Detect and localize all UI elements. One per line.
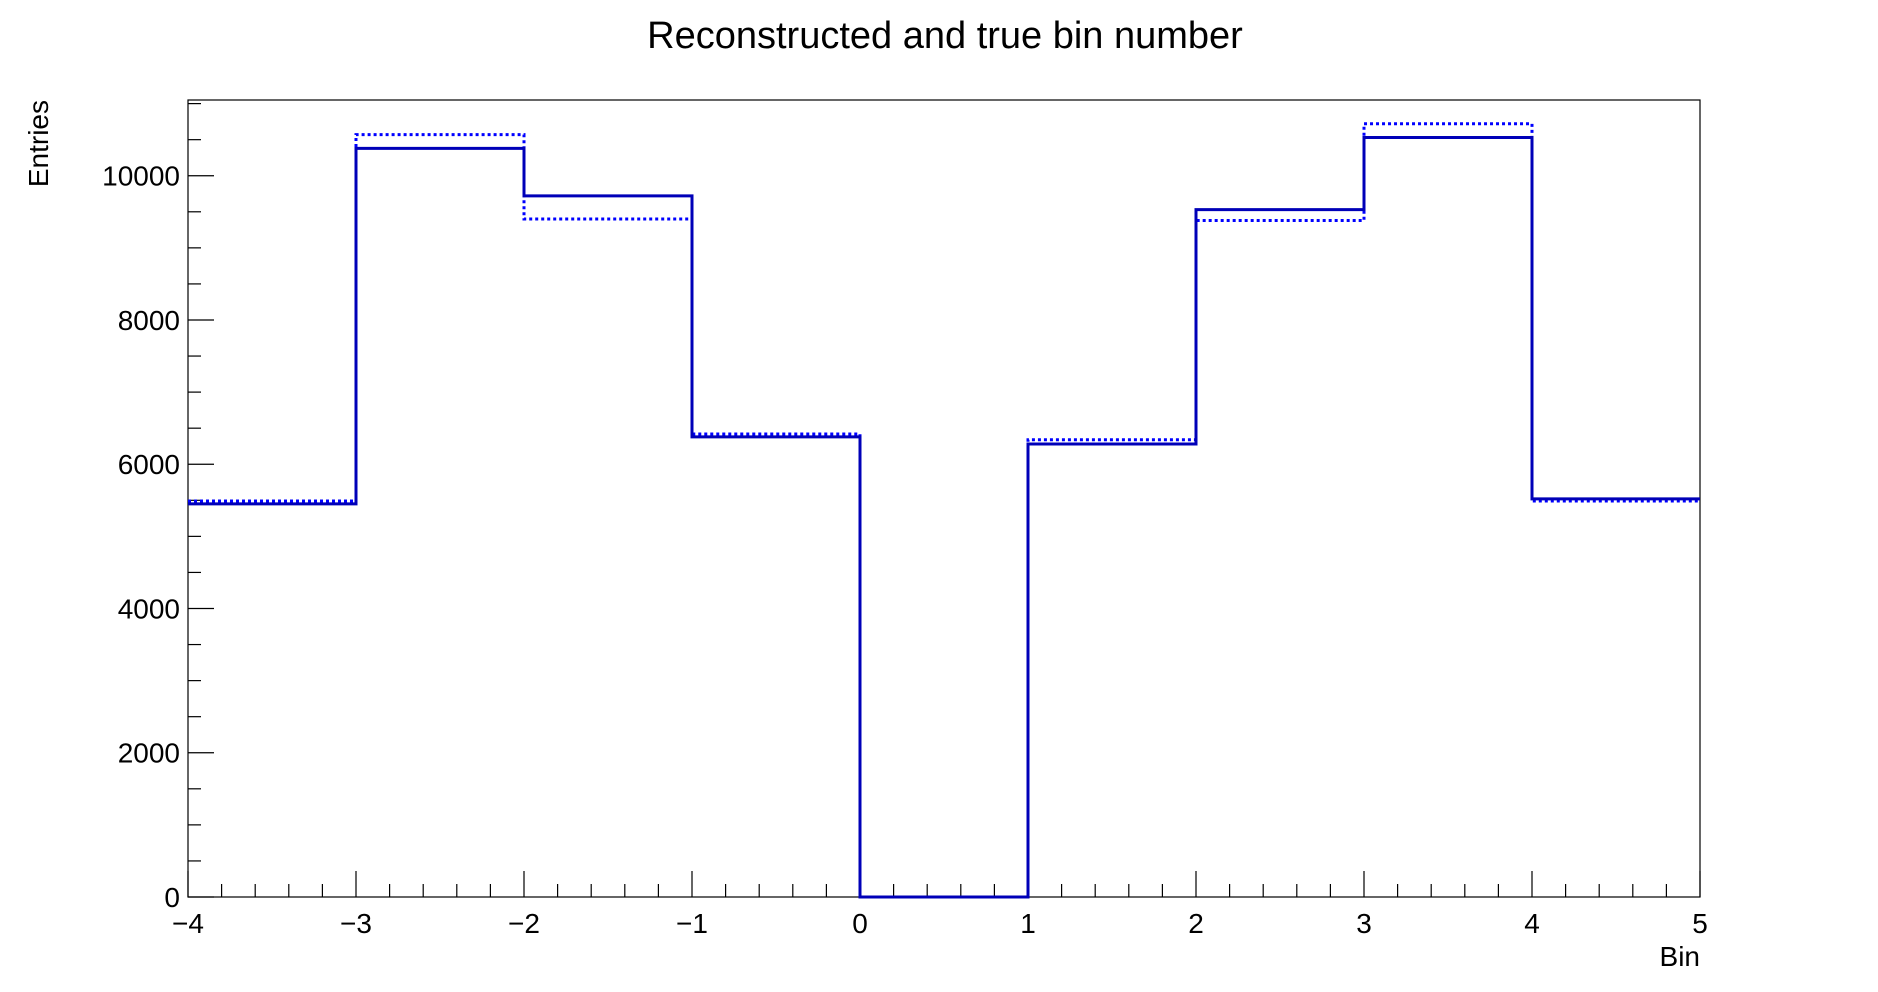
y-tick-label: 0: [164, 882, 180, 913]
series-solid-line: [188, 136, 1700, 899]
x-tick-label: −3: [340, 908, 372, 939]
x-tick-label: 5: [1692, 908, 1708, 939]
x-tick-label: −4: [172, 908, 204, 939]
x-tick-label: −1: [676, 908, 708, 939]
series-dotted-line: [188, 122, 1700, 899]
x-axis-label: Bin: [1660, 941, 1700, 972]
x-tick-label: 3: [1356, 908, 1372, 939]
y-tick-label: 8000: [118, 305, 180, 336]
y-tick-label: 6000: [118, 449, 180, 480]
x-tick-label: 0: [852, 908, 868, 939]
y-axis: 0 2000 4000 6000 8000 10000: [102, 103, 214, 913]
y-tick-label: 2000: [118, 738, 180, 769]
x-tick-label: 2: [1188, 908, 1204, 939]
x-tick-label: −2: [508, 908, 540, 939]
x-axis: −4 −3 −2 −1 0 1 2 3 4 5: [172, 871, 1708, 939]
y-axis-label: Entries: [23, 100, 54, 187]
chart-title: Reconstructed and true bin number: [647, 15, 1243, 57]
series-layer: [188, 122, 1700, 899]
x-tick-label: 1: [1020, 908, 1036, 939]
y-tick-label: 10000: [102, 161, 180, 192]
x-tick-label: 4: [1524, 908, 1540, 939]
y-tick-label: 4000: [118, 593, 180, 624]
plot-frame: [187, 99, 1701, 898]
